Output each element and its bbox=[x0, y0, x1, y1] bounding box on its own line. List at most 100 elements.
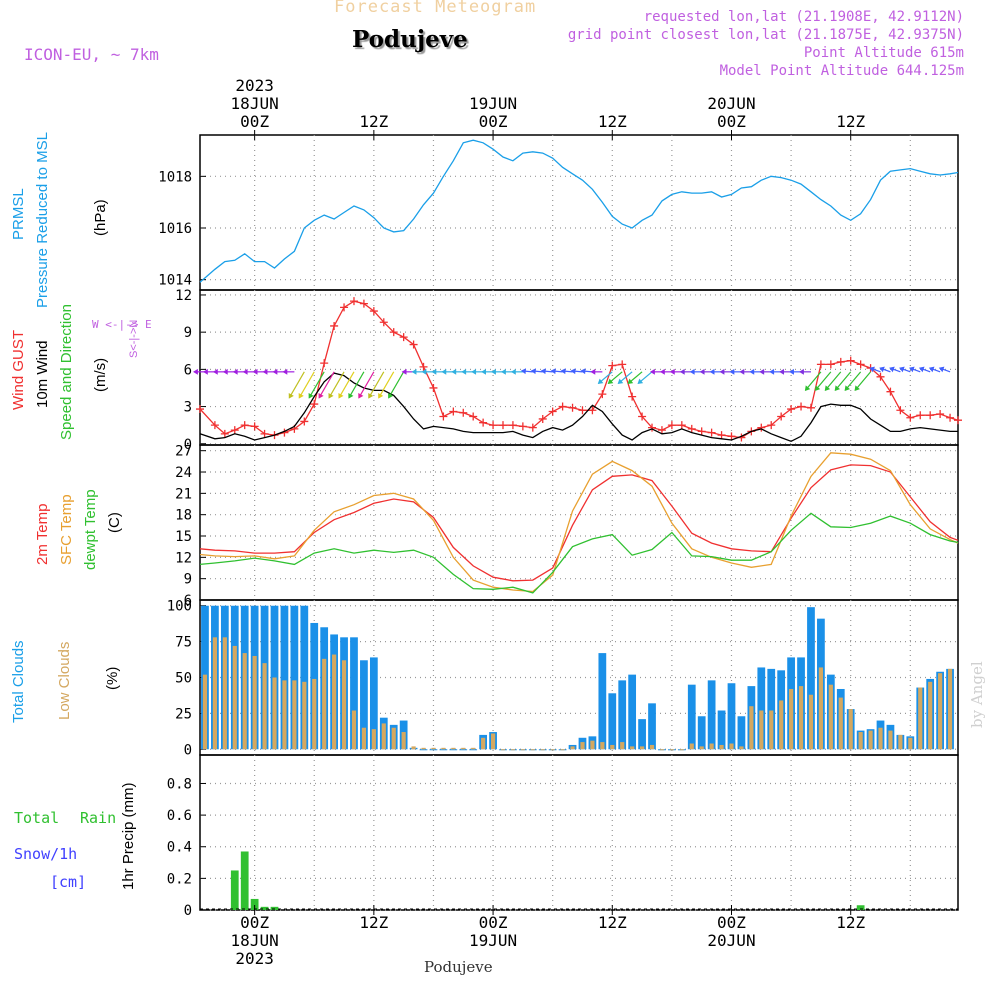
clouds-bar-1 bbox=[371, 729, 376, 750]
clouds-bar-1 bbox=[560, 749, 565, 751]
clouds-ytick-label: 75 bbox=[175, 635, 192, 651]
wind-arrow bbox=[824, 371, 842, 391]
panel-wind bbox=[192, 289, 962, 446]
precipitation-bar-0 bbox=[270, 906, 279, 910]
clouds-bar-0 bbox=[697, 716, 706, 750]
gust-marker bbox=[638, 412, 647, 421]
wind-arrow bbox=[338, 371, 355, 399]
gust-marker bbox=[548, 407, 557, 416]
wind-arrow-head bbox=[709, 368, 715, 375]
gust-marker bbox=[954, 416, 962, 425]
wind-arrow bbox=[814, 371, 832, 391]
bottom-time-label: 19JUN bbox=[469, 931, 517, 950]
top-time-label: 19JUN bbox=[469, 94, 517, 113]
gust-marker bbox=[300, 417, 309, 426]
gust-marker bbox=[727, 432, 736, 441]
gust-marker bbox=[677, 421, 686, 430]
wind-arrow-head bbox=[411, 368, 417, 375]
clouds-bar-0 bbox=[608, 693, 617, 750]
clouds-bar-0 bbox=[638, 719, 646, 750]
watermark: by Angel bbox=[968, 661, 986, 728]
wind-arrow-head bbox=[899, 366, 905, 373]
clouds-bar-0 bbox=[429, 749, 438, 751]
clouds-bar-1 bbox=[351, 710, 357, 750]
clouds-bar-0 bbox=[290, 605, 299, 750]
clouds-bar-0 bbox=[807, 607, 815, 750]
temperature-ytick-label: 18 bbox=[175, 508, 192, 524]
wind-arrow-head bbox=[580, 368, 586, 375]
wind-arrow-head bbox=[282, 368, 288, 375]
gust-marker bbox=[250, 422, 259, 431]
pressure-frame bbox=[199, 134, 959, 291]
wind-arrow-head bbox=[590, 368, 596, 375]
gust-marker bbox=[767, 421, 776, 430]
label-pressure-reduced: Pressure Reduced to MSL bbox=[34, 132, 51, 308]
bottom-time-label: 12Z bbox=[836, 913, 865, 932]
gust-marker bbox=[429, 383, 438, 392]
gust-marker bbox=[349, 297, 358, 306]
label-speed-direction: Speed and Direction bbox=[58, 304, 75, 440]
wind-arrow-head bbox=[441, 368, 447, 375]
clouds-bar-1 bbox=[848, 709, 853, 750]
clouds-bar-1 bbox=[639, 746, 645, 750]
model-label: ICON-EU, ~ 7km bbox=[24, 45, 159, 64]
gust-marker bbox=[697, 427, 706, 436]
wind-arrow-head bbox=[481, 368, 486, 375]
wind-arrow-head bbox=[570, 368, 576, 375]
wind-arrow-head bbox=[520, 368, 527, 375]
wind-arrow-head bbox=[659, 368, 665, 375]
clouds-bar-0 bbox=[727, 683, 736, 750]
panel-precipitation bbox=[199, 754, 959, 911]
wind-arrow-head bbox=[669, 368, 675, 375]
temperature-series-2 bbox=[199, 512, 959, 594]
clouds-bar-0 bbox=[628, 674, 637, 750]
wind-arrow-head bbox=[679, 368, 685, 375]
gust-marker bbox=[330, 321, 339, 330]
wind-arrow-head bbox=[824, 385, 831, 391]
clouds-bar-0 bbox=[757, 667, 766, 750]
wind-arrow bbox=[358, 371, 375, 399]
clouds-ytick-label: 0 bbox=[184, 742, 192, 758]
clouds-bar-1 bbox=[312, 678, 317, 750]
clouds-bar-1 bbox=[749, 706, 754, 750]
wind-arrow-head bbox=[844, 385, 850, 391]
wind-arrow-head bbox=[597, 378, 604, 385]
gust-marker bbox=[806, 403, 815, 412]
gust-marker bbox=[449, 407, 458, 416]
wind-arrow-head bbox=[909, 366, 915, 373]
top-time-label: 00Z bbox=[240, 112, 269, 131]
wind-arrow-head bbox=[617, 378, 624, 385]
wind-arrow-head bbox=[252, 368, 258, 375]
wind-arrow-head bbox=[739, 368, 745, 375]
temperature-ytick-label: 27 bbox=[175, 444, 192, 460]
wind-arrow-head bbox=[719, 368, 725, 375]
gust-marker bbox=[459, 408, 468, 417]
wind-arrow-head bbox=[627, 378, 634, 385]
clouds-bar-1 bbox=[918, 687, 923, 750]
wind-arrow-head bbox=[918, 366, 925, 373]
clouds-bar-1 bbox=[222, 637, 227, 750]
gust-marker bbox=[578, 406, 587, 415]
gust-marker bbox=[469, 412, 478, 421]
clouds-ytick-label: 50 bbox=[175, 671, 192, 687]
bottom-time-label: 00Z bbox=[240, 913, 269, 932]
label-prmsl: PRMSL bbox=[10, 188, 27, 240]
clouds-bar-1 bbox=[202, 674, 208, 750]
label-wind-gust: Wind GUST bbox=[10, 329, 27, 410]
clouds-bar-1 bbox=[947, 668, 953, 750]
wind-series-1 bbox=[199, 372, 958, 443]
clouds-bar-0 bbox=[439, 749, 448, 751]
clouds-bar-1 bbox=[500, 749, 506, 751]
wind-arrow-head bbox=[368, 392, 374, 399]
clouds-bar-1 bbox=[421, 747, 426, 750]
gust-marker bbox=[240, 421, 249, 430]
wind-arrow bbox=[308, 371, 325, 399]
bottom-time-label: 00Z bbox=[717, 913, 746, 932]
clouds-bar-1 bbox=[441, 747, 446, 750]
gust-marker bbox=[816, 360, 825, 369]
wind-arrow-head bbox=[242, 368, 248, 375]
clouds-bar-1 bbox=[630, 746, 635, 750]
gust-marker bbox=[757, 423, 766, 432]
wind-arrow-head bbox=[699, 368, 705, 375]
precipitation-bar-0 bbox=[260, 906, 269, 910]
